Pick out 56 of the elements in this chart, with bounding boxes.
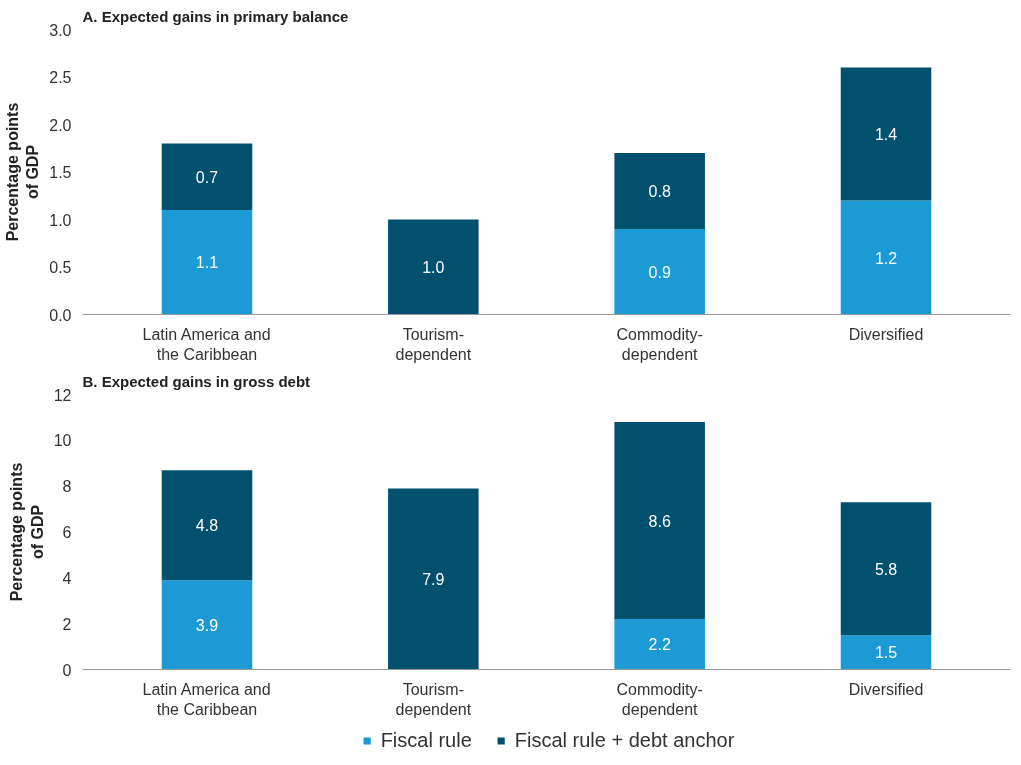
y-tick-label: 4 <box>62 569 72 587</box>
bar <box>161 143 253 210</box>
y-tick-label: 2 <box>62 615 72 633</box>
data-label: 0.8 <box>648 183 671 200</box>
y-tick-label: 0.5 <box>49 259 72 276</box>
y-axis-title: Percentage points of GDP <box>3 102 42 242</box>
data-label: 4.8 <box>195 517 219 535</box>
bar <box>840 67 932 201</box>
bar <box>161 580 253 670</box>
bar <box>388 488 479 670</box>
data-label: 5.8 <box>874 560 898 578</box>
data-label: 7.9 <box>422 570 445 588</box>
bar <box>614 422 705 620</box>
y-tick-label: 3.0 <box>49 21 72 39</box>
bar <box>161 470 253 581</box>
y-axis-title: Percentage points of GDP <box>8 462 46 602</box>
bar <box>614 153 705 229</box>
x-tick-label: Tourism- dependent <box>395 325 472 363</box>
y-tick-label: 1.0 <box>49 211 72 229</box>
legend-label: Fiscal rule <box>380 728 472 752</box>
x-tick-label: Latin America and the Caribbean <box>142 325 271 363</box>
x-tick-label: Commodity- dependent <box>616 325 703 363</box>
bar <box>161 210 253 315</box>
x-tick-label: Commodity- dependent <box>616 680 703 718</box>
y-tick-label: 2.0 <box>49 116 72 134</box>
bar <box>840 502 932 636</box>
data-label: 1.2 <box>874 249 898 267</box>
chart-title: A. Expected gains in primary balance <box>82 7 349 25</box>
y-tick-label: 0.0 <box>49 306 72 324</box>
data-label: 8.6 <box>648 512 671 530</box>
bar <box>388 219 479 315</box>
x-tick-label: Diversified <box>848 325 924 343</box>
data-label: 0.7 <box>195 168 219 186</box>
data-label: 3.9 <box>195 616 219 634</box>
legend-label: Fiscal rule + debt anchor <box>514 728 735 752</box>
x-tick-label: Diversified <box>848 680 924 698</box>
y-tick-label: 12 <box>53 386 72 404</box>
x-tick-label: Latin America and the Caribbean <box>142 680 271 718</box>
y-tick-label: 8 <box>62 478 72 496</box>
y-tick-label: 6 <box>62 524 72 541</box>
data-label: 1.1 <box>195 254 219 272</box>
data-label: 1.4 <box>874 126 898 143</box>
bar <box>840 635 932 670</box>
y-tick-label: 0 <box>62 661 72 679</box>
bar <box>614 619 705 670</box>
data-label: 1.0 <box>422 259 445 276</box>
bar <box>840 200 932 315</box>
bar <box>614 229 705 315</box>
y-tick-label: 2.5 <box>49 69 72 86</box>
y-tick-label: 1.5 <box>49 164 72 181</box>
y-tick-label: 10 <box>53 432 72 450</box>
data-label: 0.9 <box>648 263 671 281</box>
data-label: 2.2 <box>648 636 671 654</box>
x-tick-label: Tourism- dependent <box>395 680 472 718</box>
data-label: 1.5 <box>874 644 898 662</box>
chart-title: B. Expected gains in gross debt <box>82 372 311 390</box>
